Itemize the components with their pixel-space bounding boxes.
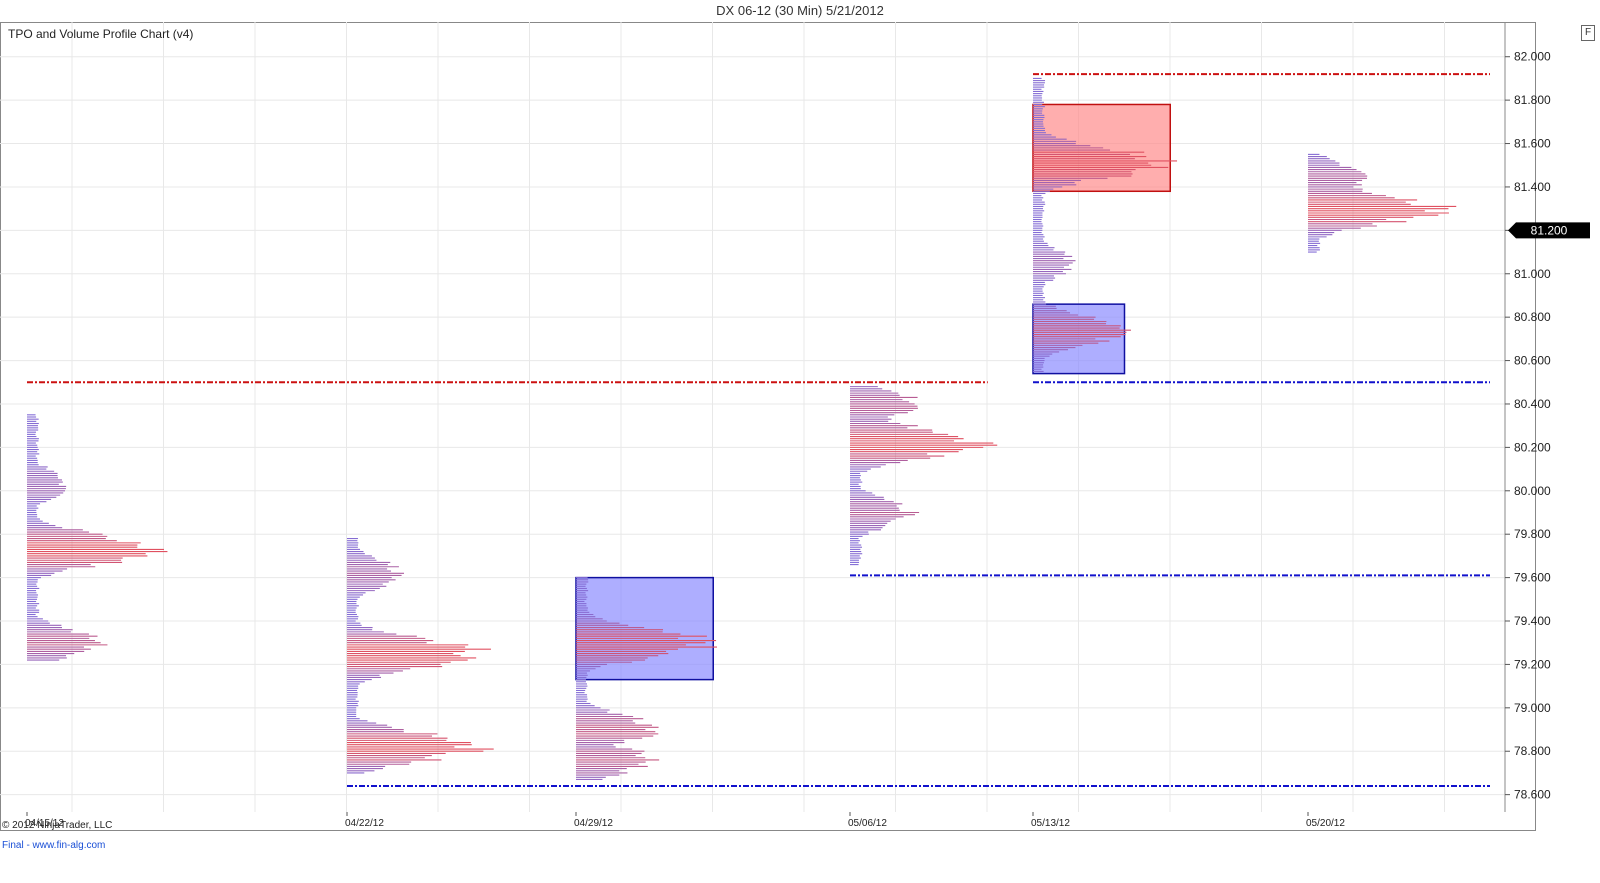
grid-layer <box>0 22 1505 812</box>
price-tick-label: 80.000 <box>1514 484 1551 498</box>
date-tick-label: 04/22/12 <box>345 818 384 829</box>
price-tick-label: 79.600 <box>1514 571 1551 585</box>
volume-profile-04-29-12 <box>576 577 717 780</box>
price-tick-label: 81.400 <box>1514 180 1551 194</box>
price-tick-label: 79.800 <box>1514 527 1551 541</box>
date-tick-label: 04/15/12 <box>25 818 64 829</box>
price-tick-label: 81.800 <box>1514 93 1551 107</box>
volume-profile-04-15-12 <box>27 414 168 661</box>
price-tick-label: 79.000 <box>1514 701 1551 715</box>
price-tick-label: 82.000 <box>1514 50 1551 64</box>
price-tick-label: 79.200 <box>1514 657 1551 671</box>
value-area-layer <box>575 103 1171 681</box>
date-tick-label: 05/13/12 <box>1031 818 1070 829</box>
volume-profile-05-06-12 <box>850 386 998 566</box>
volume-profile-05-13-12 <box>1033 77 1178 372</box>
f-button[interactable]: F <box>1581 25 1595 41</box>
volume-profile-04-22-12 <box>347 537 494 774</box>
price-tick-label: 80.400 <box>1514 397 1551 411</box>
current-price-label: 81.200 <box>1531 223 1568 237</box>
date-tick-label: 05/20/12 <box>1306 818 1345 829</box>
price-tick-label: 80.800 <box>1514 310 1551 324</box>
profile-layer <box>27 77 1457 780</box>
volume-profile-05-20-12 <box>1308 153 1457 253</box>
price-tick-label: 79.400 <box>1514 614 1551 628</box>
plot-frame <box>0 22 1536 831</box>
price-tick-label: 78.600 <box>1514 788 1551 802</box>
price-tick-label: 80.200 <box>1514 440 1551 454</box>
levels-layer <box>27 73 1490 787</box>
copyright-text: © 2012 NinjaTrader, LLC <box>2 820 112 831</box>
chart-inner-title: TPO and Volume Profile Chart (v4) <box>8 27 193 41</box>
price-tick-label: 80.600 <box>1514 354 1551 368</box>
window-title: DX 06-12 (30 Min) 5/21/2012 <box>716 3 884 18</box>
date-axis: 04/15/12 04/22/12 04/29/12 05/06/12 05/13/12… <box>25 812 1345 829</box>
price-tick-label: 81.600 <box>1514 137 1551 151</box>
price-axis: 82.000 81.800 81.600 81.400 81.200 81.000 80.8… <box>1504 22 1590 812</box>
price-tick-label: 78.800 <box>1514 744 1551 758</box>
footer-link[interactable]: Final - www.fin-alg.com <box>2 840 106 851</box>
price-tick-label: 81.000 <box>1514 267 1551 281</box>
current-price-marker <box>1508 222 1590 239</box>
date-tick-label: 04/29/12 <box>574 818 613 829</box>
date-tick-label: 05/06/12 <box>848 818 887 829</box>
